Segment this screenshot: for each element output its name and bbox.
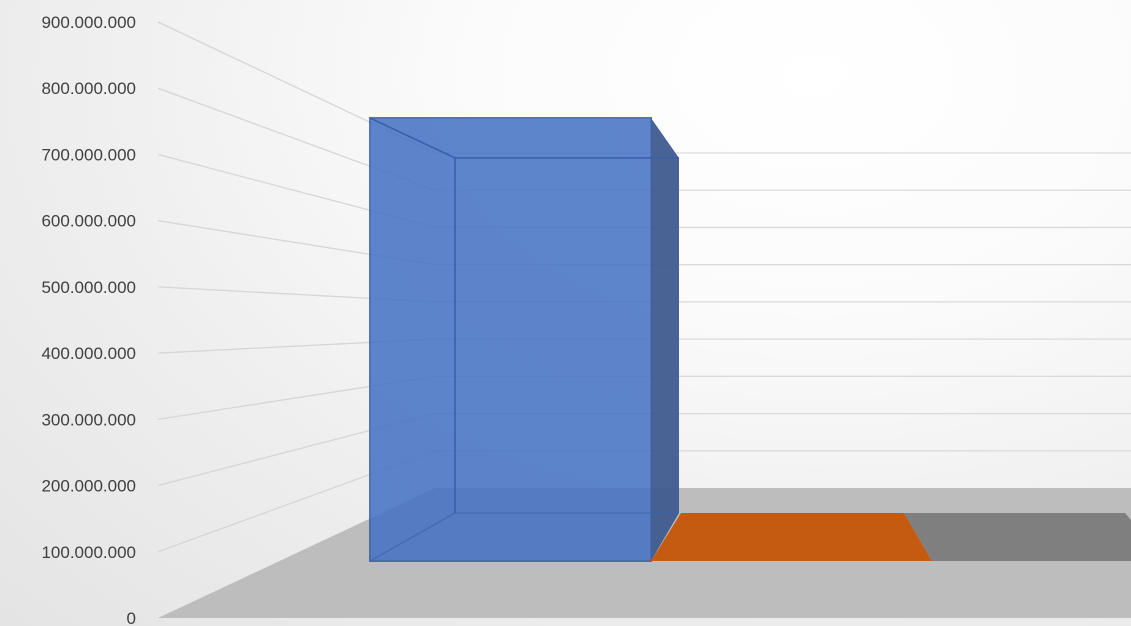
bar bbox=[904, 513, 1131, 561]
y-tick-label: 800.000.000 bbox=[41, 79, 136, 98]
y-axis: 0 100.000.000 200.000.000 300.000.000 400.00… bbox=[41, 13, 136, 626]
y-tick-label: 900.000.000 bbox=[41, 13, 136, 32]
y-tick-label: 300.000.000 bbox=[41, 410, 136, 429]
bar-front-face bbox=[369, 117, 652, 562]
y-tick-label: 0 bbox=[127, 609, 136, 626]
y-tick-label: 700.000.000 bbox=[41, 145, 136, 164]
bar-flat bbox=[904, 513, 1131, 561]
bar-side-face bbox=[651, 118, 679, 561]
bars bbox=[369, 117, 1131, 562]
bar bbox=[369, 117, 679, 562]
y-tick-label: 500.000.000 bbox=[41, 278, 136, 297]
bar bbox=[651, 513, 932, 561]
bar-inner-edge bbox=[369, 512, 679, 562]
y-tick-label: 600.000.000 bbox=[41, 212, 136, 231]
bar-flat bbox=[651, 513, 932, 561]
y-tick-label: 100.000.000 bbox=[41, 543, 136, 562]
y-tick-label: 400.000.000 bbox=[41, 344, 136, 363]
y-tick-label: 200.000.000 bbox=[41, 477, 136, 496]
